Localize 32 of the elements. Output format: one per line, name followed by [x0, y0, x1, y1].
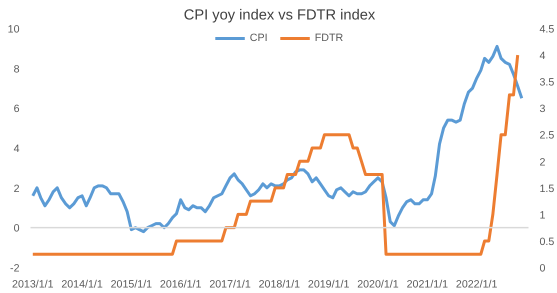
x-tick-label: 2018/1/1	[258, 278, 300, 290]
x-tick-label: 2013/1/1	[12, 278, 54, 290]
y-tick-label: 4	[14, 143, 20, 155]
y2-tick-label: 2	[540, 156, 546, 168]
x-tick-label: 2019/1/1	[308, 278, 350, 290]
chart-title: CPI yoy index vs FDTR index	[184, 8, 376, 24]
y-tick-label: -2	[10, 262, 20, 274]
line-series	[31, 44, 524, 234]
legend-label: CPI	[250, 32, 269, 44]
x-tick-label: 2021/1/1	[406, 278, 448, 290]
y-tick-label: 6	[14, 103, 20, 116]
x-tick-label: 2016/1/1	[160, 278, 202, 290]
x-tick-label: 2015/1/1	[110, 278, 152, 290]
y2-tick-label: 4.5	[540, 24, 554, 36]
y2-tick-label: 4	[540, 50, 546, 62]
x-tick-label: 2020/1/1	[357, 278, 399, 290]
y2-tick-label: 3.5	[540, 76, 554, 89]
y-tick-label: 10	[8, 24, 20, 36]
y-tick-label: 8	[14, 63, 20, 76]
y-tick-label: 0	[14, 222, 20, 235]
x-tick-label: 2014/1/1	[61, 278, 103, 290]
y-tick-label: 2	[14, 182, 20, 195]
y2-tick-label: 0.5	[540, 236, 554, 248]
y2-tick-label: 2.5	[540, 130, 554, 142]
y2-tick-label: 0	[540, 262, 546, 274]
y2-tick-label: 1	[540, 209, 546, 222]
y2-tick-label: 3	[540, 103, 546, 116]
x-tick-label: 2017/1/1	[209, 278, 251, 290]
y2-tick-label: 1.5	[540, 182, 554, 195]
legend-label: FDTR	[314, 32, 344, 44]
line-series	[31, 54, 520, 256]
x-tick-label: 2022/1/1	[456, 278, 498, 290]
